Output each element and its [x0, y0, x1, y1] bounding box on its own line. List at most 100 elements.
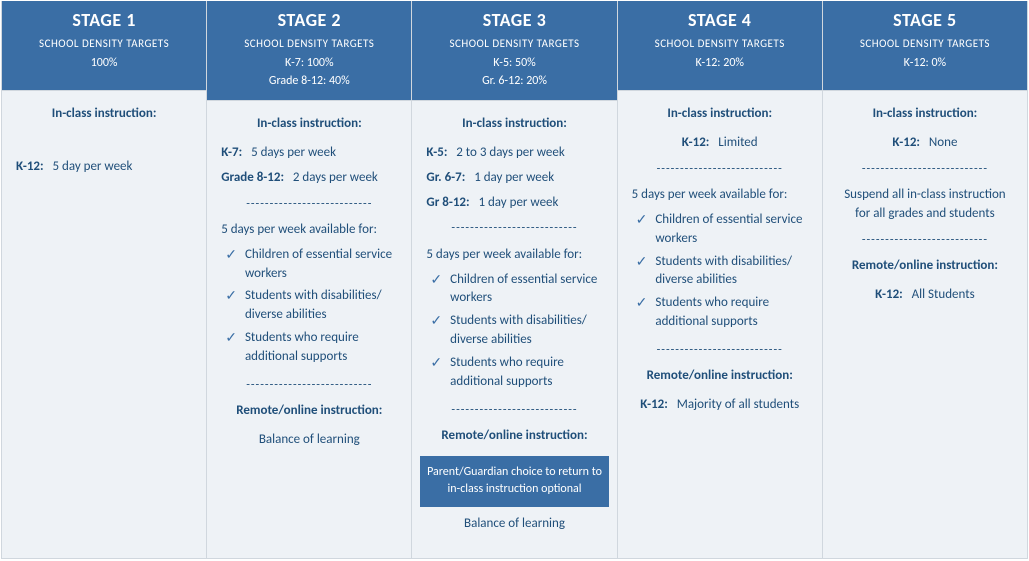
density-target: 100%: [8, 54, 200, 72]
grade-label: K-5:: [426, 145, 447, 160]
check-icon: ✓: [430, 312, 442, 330]
stages-grid: STAGE 1 SCHOOL DENSITY TARGETS 100% In-c…: [1, 1, 1028, 559]
inclass-title: In-class instruction:: [837, 105, 1013, 124]
check-icon: ✓: [636, 211, 648, 229]
list-text: Children of essential service workers: [245, 246, 397, 284]
stage-1-column: STAGE 1 SCHOOL DENSITY TARGETS 100% In-c…: [2, 1, 207, 558]
list-text: Children of essential service workers: [450, 271, 602, 309]
grade-text: All Students: [912, 287, 975, 302]
divider: ---------------------------: [221, 377, 397, 394]
inclass-row: Grade 8-12: 2 days per week: [221, 169, 397, 188]
grade-label: K-12:: [892, 135, 920, 150]
divider: ---------------------------: [221, 196, 397, 213]
remote-row: K-12: All Students: [837, 286, 1013, 305]
density-label: SCHOOL DENSITY TARGETS: [829, 37, 1021, 50]
list-text: Students with disabilities/ diverse abil…: [245, 287, 397, 325]
density-target: K-5: 50%: [418, 54, 610, 72]
list-text: Students with disabilities/ diverse abil…: [450, 312, 602, 350]
stage-3-header: STAGE 3 SCHOOL DENSITY TARGETS K-5: 50% …: [412, 1, 616, 101]
check-icon: ✓: [225, 287, 237, 305]
density-label: SCHOOL DENSITY TARGETS: [624, 37, 816, 50]
remote-row: K-12: Majority of all students: [632, 396, 808, 415]
check-icon: ✓: [430, 271, 442, 289]
stage-title: STAGE 3: [418, 9, 610, 31]
remote-title: Remote/online instruction:: [632, 367, 808, 386]
grade-text: 5 days per week: [251, 145, 336, 160]
stage-title: STAGE 1: [8, 9, 200, 31]
divider: ---------------------------: [632, 161, 808, 178]
inclass-title: In-class instruction:: [632, 105, 808, 124]
stage-2-header: STAGE 2 SCHOOL DENSITY TARGETS K-7: 100%…: [207, 1, 411, 101]
density-label: SCHOOL DENSITY TARGETS: [213, 37, 405, 50]
density-label: SCHOOL DENSITY TARGETS: [418, 37, 610, 50]
stage-1-body: In-class instruction: K-12: 5 day per we…: [2, 91, 206, 558]
inclass-title: In-class instruction:: [221, 115, 397, 134]
divider: ---------------------------: [837, 232, 1013, 249]
stage-5-body: In-class instruction: K-12: None -------…: [823, 91, 1027, 558]
stage-2-body: In-class instruction: K-7: 5 days per we…: [207, 101, 411, 558]
remote-text: Balance of learning: [426, 515, 602, 534]
density-target: K-12: 20%: [624, 54, 816, 72]
list-item: ✓ Children of essential service workers: [430, 271, 602, 309]
list-text: Children of essential service workers: [655, 211, 807, 249]
grade-text: 5 day per week: [52, 159, 132, 174]
check-icon: ✓: [225, 246, 237, 264]
stage-title: STAGE 2: [213, 9, 405, 31]
stage-2-column: STAGE 2 SCHOOL DENSITY TARGETS K-7: 100%…: [207, 1, 412, 558]
remote-title: Remote/online instruction:: [837, 257, 1013, 276]
inclass-row: K-7: 5 days per week: [221, 144, 397, 163]
grade-label: K-7:: [221, 145, 242, 160]
remote-title: Remote/online instruction:: [426, 427, 602, 446]
stage-1-header: STAGE 1 SCHOOL DENSITY TARGETS 100%: [2, 1, 206, 91]
list-item: ✓ Students with disabilities/ diverse abi…: [225, 287, 397, 325]
stage-title: STAGE 4: [624, 9, 816, 31]
inclass-title: In-class instruction:: [16, 105, 192, 124]
inclass-row: Gr 8-12: 1 day per week: [426, 194, 602, 213]
grade-label: Gr. 6-7:: [426, 170, 465, 185]
grade-text: 2 to 3 days per week: [456, 145, 564, 160]
density-label: SCHOOL DENSITY TARGETS: [8, 37, 200, 50]
stage-5-column: STAGE 5 SCHOOL DENSITY TARGETS K-12: 0% …: [823, 1, 1028, 558]
grade-label: K-12:: [875, 287, 903, 302]
list-item: ✓Students who require additional support…: [430, 354, 602, 392]
list-item: ✓ Children of essential service workers: [225, 246, 397, 284]
list-text: Students with disabilities/ diverse abil…: [655, 253, 807, 291]
inclass-row: Gr. 6-7: 1 day per week: [426, 169, 602, 188]
five-days-label: 5 days per week available for:: [426, 246, 602, 265]
priority-list: ✓ Children of essential service workers ✓…: [221, 246, 397, 367]
divider: ---------------------------: [426, 402, 602, 419]
remote-text: Balance of learning: [221, 431, 397, 450]
grade-label: K-12:: [16, 159, 44, 174]
grade-text: Limited: [718, 135, 757, 150]
divider: ---------------------------: [426, 220, 602, 237]
priority-list: ✓ Children of essential service workers ✓…: [426, 271, 602, 392]
grade-text: Majority of all students: [677, 397, 799, 412]
inclass-row: K-12: None: [837, 134, 1013, 153]
priority-list: ✓ Children of essential service workers ✓…: [632, 211, 808, 332]
grade-text: None: [929, 135, 958, 150]
five-days-label: 5 days per week available for:: [221, 221, 397, 240]
check-icon: ✓: [430, 354, 442, 372]
inclass-row: K-12: 5 day per week: [16, 158, 192, 177]
list-item: ✓ Students with disabilities/ diverse abi…: [636, 253, 808, 291]
inclass-row: K-12: Limited: [632, 134, 808, 153]
stage-3-body: In-class instruction: K-5: 2 to 3 days p…: [412, 101, 616, 558]
stage-4-column: STAGE 4 SCHOOL DENSITY TARGETS K-12: 20%…: [618, 1, 823, 558]
list-item: ✓ Students with disabilities/ diverse abi…: [430, 312, 602, 350]
list-item: ✓ Students who require additional support…: [225, 329, 397, 367]
stage-3-column: STAGE 3 SCHOOL DENSITY TARGETS K-5: 50% …: [412, 1, 617, 558]
inclass-title: In-class instruction:: [426, 115, 602, 134]
list-item: ✓Students who require additional support…: [636, 294, 808, 332]
grade-label: Gr 8-12:: [426, 195, 469, 210]
list-text: Students who require additional supports: [245, 329, 397, 367]
grade-text: 1 day per week: [474, 170, 554, 185]
check-icon: ✓: [636, 294, 648, 312]
grade-text: 2 days per week: [293, 170, 378, 185]
inclass-row: K-5: 2 to 3 days per week: [426, 144, 602, 163]
stage-4-body: In-class instruction: K-12: Limited ----…: [618, 91, 822, 558]
suspend-text: Suspend all in-class instruction for all…: [837, 186, 1013, 224]
parent-choice-callout: Parent/Guardian choice to return to in-c…: [420, 456, 608, 507]
check-icon: ✓: [225, 329, 237, 347]
density-target: Gr. 6-12: 20%: [418, 72, 610, 90]
check-icon: ✓: [636, 253, 648, 271]
